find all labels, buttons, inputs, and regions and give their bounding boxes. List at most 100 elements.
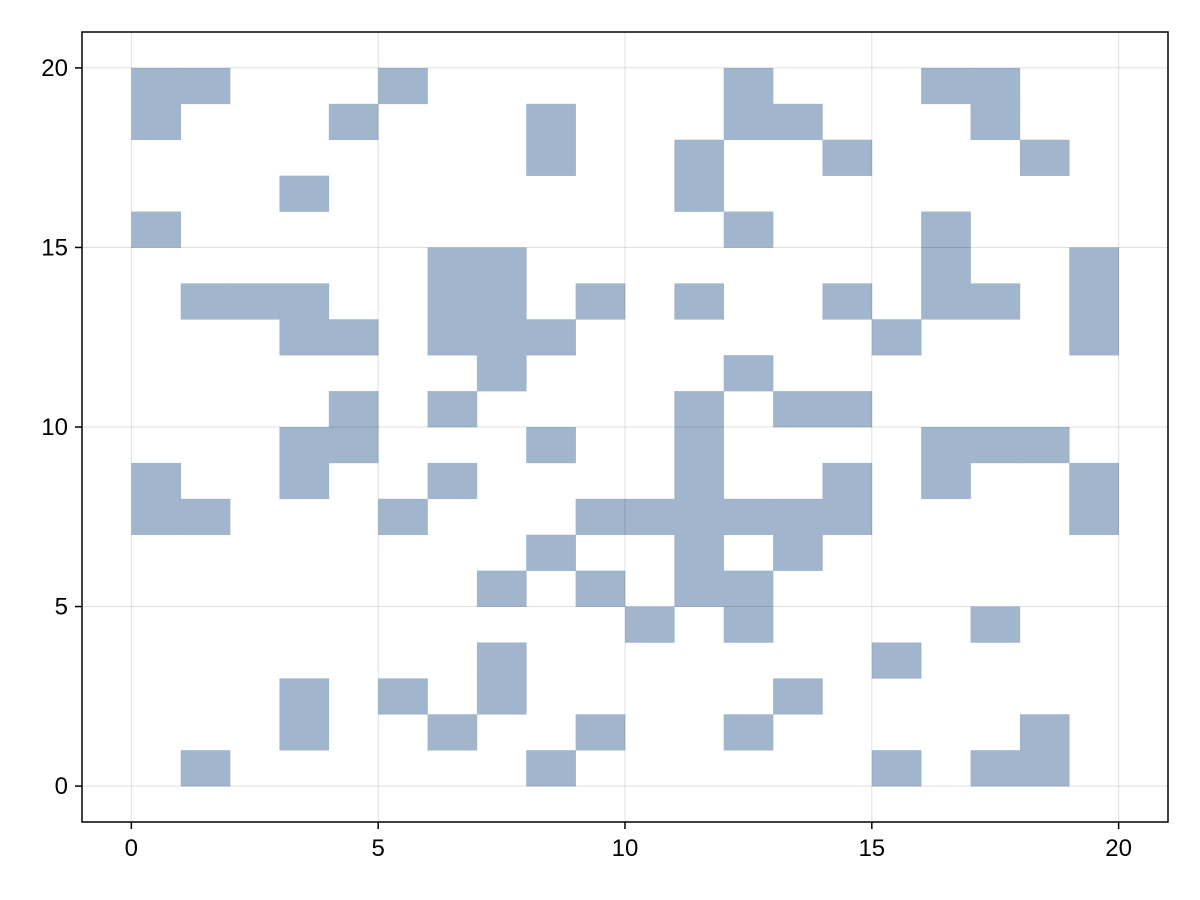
- heatmap-cell: [575, 570, 626, 607]
- heatmap-cell: [822, 498, 873, 536]
- heatmap-cell: [180, 283, 231, 320]
- heatmap-cell: [1019, 714, 1070, 751]
- heatmap-cell: [279, 175, 330, 212]
- heatmap-cell: [921, 211, 971, 248]
- heatmap-cell: [773, 534, 823, 571]
- heatmap-cell: [427, 714, 478, 751]
- heatmap-cell: [871, 642, 922, 679]
- heatmap-cell: [378, 678, 428, 715]
- heatmap-cell: [674, 570, 725, 607]
- heatmap-cell: [773, 498, 823, 536]
- heatmap-cell: [674, 498, 725, 536]
- heatmap-cell: [279, 427, 330, 464]
- heatmap-cell: [131, 67, 182, 105]
- heatmap-cell: [674, 391, 725, 428]
- heatmap-cell: [970, 606, 1021, 643]
- heatmap-cell: [1019, 139, 1070, 176]
- heatmap-cell: [970, 67, 1021, 105]
- heatmap-cell: [773, 391, 823, 428]
- heatmap-cell: [575, 498, 626, 536]
- heatmap-cell: [723, 355, 774, 392]
- x-tick-label: 10: [612, 835, 639, 862]
- heatmap-cell: [279, 714, 330, 751]
- heatmap-cell: [526, 139, 576, 176]
- heatmap-cell: [674, 175, 725, 212]
- heatmap-cell: [378, 67, 428, 105]
- cells-layer: [131, 67, 1119, 787]
- heatmap-cell: [970, 427, 1021, 464]
- heatmap-cell: [526, 427, 576, 464]
- ticks-layer: [75, 67, 1120, 829]
- y-tick-label: 5: [55, 594, 68, 621]
- grid-layer: [82, 32, 1168, 822]
- heatmap-cell: [427, 247, 478, 284]
- heatmap-cell: [476, 678, 527, 715]
- heatmap-cell: [1019, 750, 1070, 787]
- heatmap-cell: [822, 139, 873, 176]
- heatmap-cell: [279, 462, 330, 500]
- heatmap-cell: [476, 247, 527, 284]
- heatmap-cell: [1019, 427, 1070, 464]
- heatmap-cell: [131, 211, 182, 248]
- heatmap-cell: [476, 355, 527, 392]
- x-tick-label: 0: [125, 835, 138, 862]
- heatmap-cell: [723, 67, 774, 105]
- heatmap-cell: [427, 319, 478, 356]
- x-tick-label: 5: [372, 835, 385, 862]
- y-tick-label: 10: [41, 414, 68, 441]
- heatmap-cell: [723, 714, 774, 751]
- heatmap-cell: [674, 534, 725, 571]
- heatmap-cell: [526, 534, 576, 571]
- heatmap-cell: [328, 427, 379, 464]
- x-tick-label: 20: [1105, 835, 1132, 862]
- heatmap-cell: [180, 67, 231, 105]
- heatmap-cell: [476, 570, 527, 607]
- heatmap-cell: [723, 103, 774, 141]
- heatmap-cell: [279, 319, 330, 356]
- heatmap-cell: [526, 319, 576, 356]
- tick-labels-layer: 0 5 10 15 20 0 5 10 15 20: [41, 55, 1132, 862]
- y-tick-label: 0: [55, 773, 68, 800]
- heatmap-cell: [723, 211, 774, 248]
- heatmap-cell: [279, 678, 330, 715]
- heatmap-cell: [921, 427, 971, 464]
- heatmap-cell: [674, 427, 725, 464]
- heatmap-cell: [625, 498, 675, 536]
- heatmap-cell: [822, 391, 873, 428]
- heatmap-cell: [970, 750, 1021, 787]
- heatmap-cell: [921, 67, 971, 105]
- heatmap-cell: [723, 498, 774, 536]
- heatmap-cell: [230, 283, 280, 320]
- heatmap-cell: [674, 139, 725, 176]
- heatmap-cell: [476, 642, 527, 679]
- heatmap-cell: [625, 606, 675, 643]
- heatmap-cell: [723, 570, 774, 607]
- heatmap-cell: [970, 283, 1021, 320]
- heatmap-cell: [131, 498, 182, 536]
- heatmap-cell: [921, 283, 971, 320]
- heatmap-cell: [131, 462, 182, 500]
- y-tick-label: 15: [41, 234, 68, 261]
- heatmap-cell: [328, 103, 379, 141]
- heatmap-cell: [1069, 247, 1119, 284]
- heatmap-cell: [180, 498, 231, 536]
- heatmap-cell: [970, 103, 1021, 141]
- heatmap-cell: [279, 283, 330, 320]
- heatmap-cell: [1069, 283, 1119, 320]
- heatmap-cell: [773, 678, 823, 715]
- heatmap-cell: [723, 606, 774, 643]
- heatmap-cell: [328, 319, 379, 356]
- heatmap-cell: [526, 750, 576, 787]
- heatmap-cell: [921, 462, 971, 500]
- plot-frame: [81, 31, 1169, 823]
- heatmap-cell: [921, 247, 971, 284]
- heatmap-cell: [674, 283, 725, 320]
- heatmap-cell: [1069, 462, 1119, 500]
- heatmap-cell: [575, 283, 626, 320]
- heatmap-cell: [1069, 319, 1119, 356]
- heatmap-cell: [1069, 498, 1119, 536]
- heatmap-cell: [180, 750, 231, 787]
- heatmap-cell: [427, 462, 478, 500]
